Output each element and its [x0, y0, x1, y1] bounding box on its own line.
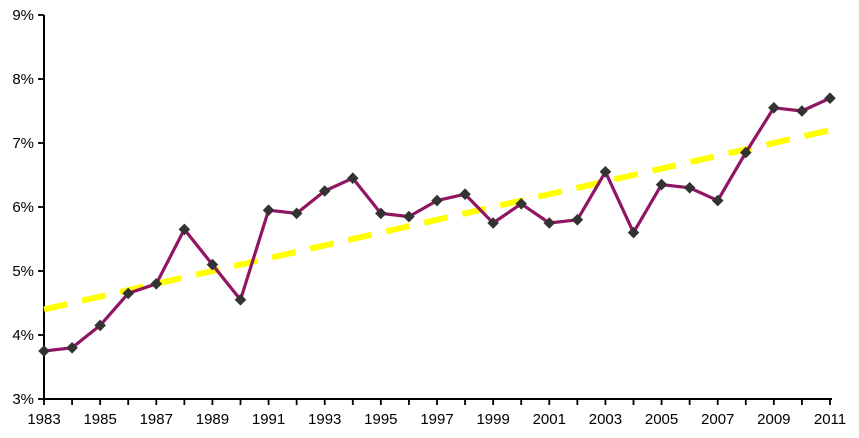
- data-point-marker: [739, 146, 752, 159]
- data-point-marker: [206, 258, 219, 271]
- x-axis-label: 2005: [645, 411, 678, 428]
- data-point-marker: [796, 105, 808, 117]
- y-axis-label: 6%: [12, 199, 34, 216]
- data-point-marker: [599, 166, 612, 178]
- x-axis-label: 2003: [589, 411, 622, 428]
- x-axis-label: 1987: [140, 411, 173, 428]
- data-point-marker: [824, 92, 836, 104]
- data-point-marker: [768, 102, 780, 114]
- x-axis-label: 1997: [420, 411, 453, 428]
- data-point-marker: [375, 207, 387, 220]
- y-axis-label: 7%: [12, 135, 34, 152]
- data-point-marker: [431, 194, 443, 207]
- x-axis-label: 2011: [814, 411, 846, 428]
- x-axis-label: 1993: [308, 411, 341, 428]
- data-point-marker: [94, 319, 106, 332]
- x-axis-label: 2009: [757, 411, 790, 428]
- data-point-marker: [655, 178, 668, 191]
- y-axis-label: 8%: [12, 71, 34, 88]
- x-axis-label: 1995: [364, 411, 397, 428]
- x-axis-label: 1989: [196, 411, 229, 428]
- x-axis-label: 2007: [701, 411, 734, 428]
- data-point-marker: [403, 210, 415, 223]
- trend-line: [43, 127, 831, 313]
- data-point-marker: [487, 217, 499, 229]
- data-point-marker: [571, 214, 584, 226]
- data-point-marker: [318, 185, 331, 197]
- y-axis-label: 4%: [12, 327, 34, 344]
- data-point-marker: [150, 278, 163, 290]
- data-point-marker: [38, 345, 50, 357]
- data-point-marker: [66, 342, 78, 354]
- x-axis-label: 1991: [252, 411, 285, 428]
- data-point-marker: [178, 223, 191, 236]
- data-point-marker: [262, 204, 275, 216]
- x-axis-label: 1985: [83, 411, 116, 428]
- x-axis-label: 2001: [533, 411, 566, 428]
- data-point-marker: [627, 226, 640, 239]
- data-point-marker: [234, 294, 247, 306]
- y-axis-label: 5%: [12, 263, 34, 280]
- data-point-marker: [711, 194, 724, 207]
- x-axis-label: 1983: [27, 411, 60, 428]
- y-axis-label: 9%: [12, 7, 34, 24]
- y-axis-label: 3%: [12, 391, 34, 408]
- data-point-marker: [543, 217, 556, 229]
- data-point-marker: [515, 198, 528, 210]
- data-point-marker: [290, 207, 303, 220]
- data-point-marker: [122, 287, 135, 300]
- data-point-marker: [459, 188, 471, 200]
- data-point-marker: [346, 172, 359, 184]
- x-axis-label: 1999: [476, 411, 509, 428]
- series-line: [42, 96, 832, 353]
- data-point-marker: [683, 182, 696, 194]
